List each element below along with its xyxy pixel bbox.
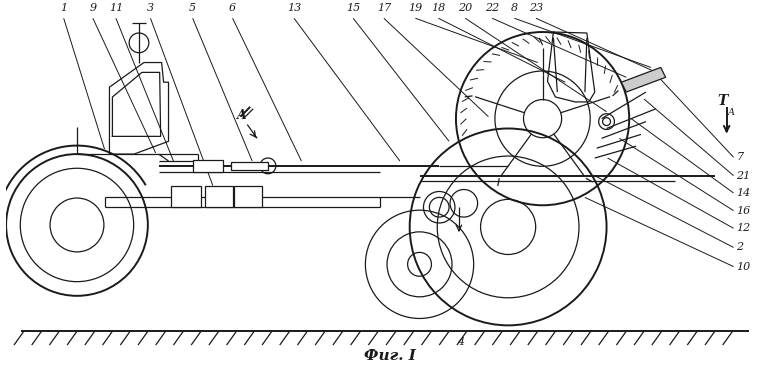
Polygon shape xyxy=(622,67,665,92)
Text: 6: 6 xyxy=(229,3,236,13)
Text: A: A xyxy=(237,108,247,122)
Bar xyxy=(193,160,222,172)
Text: 22: 22 xyxy=(485,3,499,13)
Bar xyxy=(172,186,201,207)
Text: 7: 7 xyxy=(736,152,743,162)
Text: 4: 4 xyxy=(457,337,464,347)
Text: 14: 14 xyxy=(736,188,750,198)
Text: 3: 3 xyxy=(147,3,154,13)
Bar xyxy=(205,186,232,207)
Bar xyxy=(235,186,262,207)
Text: 11: 11 xyxy=(108,3,123,13)
Text: 21: 21 xyxy=(736,171,750,181)
Text: 18: 18 xyxy=(431,3,445,13)
Text: 15: 15 xyxy=(346,3,360,13)
Bar xyxy=(231,162,268,170)
Text: A: A xyxy=(728,108,735,117)
Text: 2: 2 xyxy=(736,242,743,252)
Text: 20: 20 xyxy=(458,3,473,13)
Text: 1: 1 xyxy=(60,3,67,13)
Text: 8: 8 xyxy=(511,3,518,13)
Text: 13: 13 xyxy=(287,3,301,13)
Text: 16: 16 xyxy=(736,206,750,216)
Text: 10: 10 xyxy=(736,261,750,272)
Text: 12: 12 xyxy=(736,223,750,233)
Text: 9: 9 xyxy=(89,3,97,13)
Text: T: T xyxy=(718,94,729,108)
Text: 23: 23 xyxy=(529,3,543,13)
Text: 19: 19 xyxy=(408,3,423,13)
Text: 17: 17 xyxy=(377,3,391,13)
Text: 5: 5 xyxy=(189,3,197,13)
Text: Фиг. I: Фиг. I xyxy=(364,349,416,363)
